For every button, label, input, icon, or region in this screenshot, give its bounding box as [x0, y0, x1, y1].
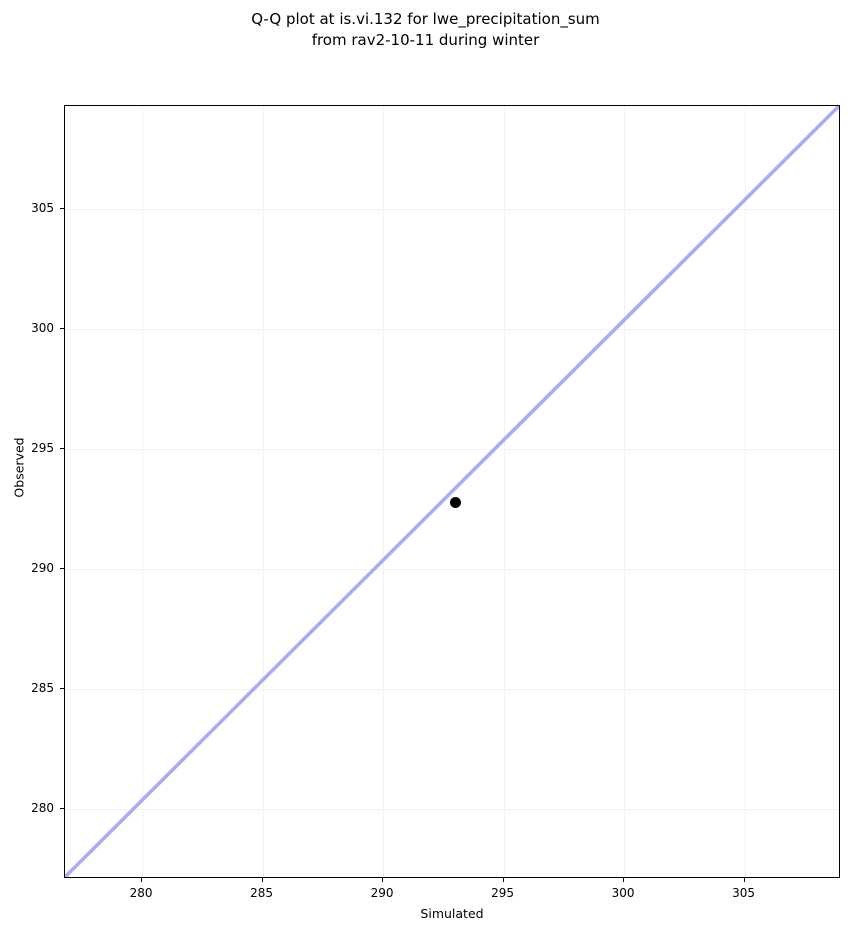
data-point [449, 496, 461, 508]
x-tick-label: 285 [250, 886, 274, 900]
gridline-vertical [624, 106, 626, 877]
x-tick-label: 300 [611, 886, 635, 900]
x-tick-mark [141, 878, 143, 882]
x-tick-mark [623, 878, 625, 882]
gridline-horizontal [65, 449, 839, 451]
gridline-horizontal [65, 209, 839, 211]
gridline-vertical [383, 106, 385, 877]
y-tick-mark [60, 688, 64, 690]
gridline-vertical [744, 106, 746, 877]
x-tick-mark [382, 878, 384, 882]
gridline-vertical [142, 106, 144, 877]
plot-area [64, 105, 840, 878]
reference-line [65, 106, 839, 877]
y-tick-mark [60, 568, 64, 570]
y-tick-mark [60, 328, 64, 330]
x-tick-label: 295 [491, 886, 515, 900]
y-tick-mark [60, 208, 64, 210]
y-tick-mark [60, 448, 64, 450]
x-tick-mark [261, 878, 263, 882]
x-tick-label: 280 [129, 886, 153, 900]
y-tick-label: 290 [31, 561, 54, 576]
x-tick-mark [502, 878, 504, 882]
y-tick-label: 295 [31, 441, 54, 456]
y-tick-label: 280 [31, 801, 54, 816]
y-axis-label: Observed [0, 0, 59, 934]
y-tick-label: 305 [31, 201, 54, 216]
y-tick-label: 300 [31, 321, 54, 336]
y-axis-label-text: Observed [11, 436, 27, 498]
page-title: Q-Q plot at is.vi.132 for lwe_precipitat… [251, 10, 600, 49]
y-tick-mark [60, 808, 64, 810]
x-tick-label: 290 [370, 886, 394, 900]
gridline-horizontal [65, 689, 839, 691]
gridline-vertical [503, 106, 505, 877]
x-tick-mark [743, 878, 745, 882]
gridline-horizontal [65, 809, 839, 811]
gridline-horizontal [65, 329, 839, 331]
gridline-vertical [262, 106, 264, 877]
y-tick-label: 285 [31, 681, 54, 696]
x-axis-label: Simulated [420, 906, 484, 921]
gridline-horizontal [65, 569, 839, 571]
x-tick-label: 305 [732, 886, 756, 900]
